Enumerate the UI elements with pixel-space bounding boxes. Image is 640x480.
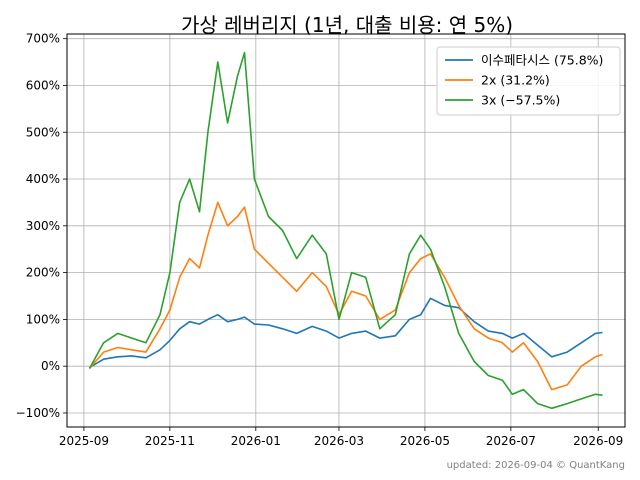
y-tick-label: 600% [26, 78, 60, 92]
legend: 이수페타시스 (75.8%) 2x (31.2%) 3x (−57.5%) [436, 46, 621, 116]
plot-frame [66, 33, 626, 428]
legend-label: 2x (31.2%) [481, 73, 550, 88]
y-tick-label: 300% [26, 219, 60, 233]
x-axis: 2025-09 2025-11 2026-01 2026-03 2026-05 2026-… [59, 427, 623, 448]
y-tick-label: 500% [26, 125, 60, 139]
footer-credit: updated: 2026-09-04 © QuantKang [447, 460, 625, 471]
grid [67, 34, 625, 427]
x-tick-label: 2025-09 [59, 434, 109, 448]
x-tick-label: 2025-11 [145, 434, 195, 448]
legend-label: 이수페타시스 (75.8%) [481, 53, 603, 68]
y-tick-label: 400% [26, 172, 60, 186]
plot-lines [88, 51, 603, 410]
y-tick-label: 200% [26, 266, 60, 280]
x-tick-label: 2026-01 [231, 434, 281, 448]
y-tick-label: −100% [16, 406, 60, 420]
y-tick-label: 100% [26, 312, 60, 326]
legend-label: 3x (−57.5%) [481, 93, 560, 108]
series-line-2 [88, 201, 603, 391]
y-tick-label: 0% [41, 359, 60, 373]
x-tick-label: 2026-03 [314, 434, 364, 448]
series-line-1 [89, 297, 603, 369]
legend-box [436, 46, 621, 116]
chart-title: 가상 레버리지 (1년, 대출 비용: 연 5%) [181, 13, 513, 37]
series-line-3 [88, 51, 603, 410]
x-tick-label: 2026-05 [400, 434, 450, 448]
y-tick-label: 700% [26, 32, 60, 46]
x-tick-label: 2026-07 [486, 434, 536, 448]
x-tick-label: 2026-09 [573, 434, 623, 448]
y-axis: −100% 0% 100% 200% 300% 400% 500% 600% 700% [16, 32, 67, 420]
